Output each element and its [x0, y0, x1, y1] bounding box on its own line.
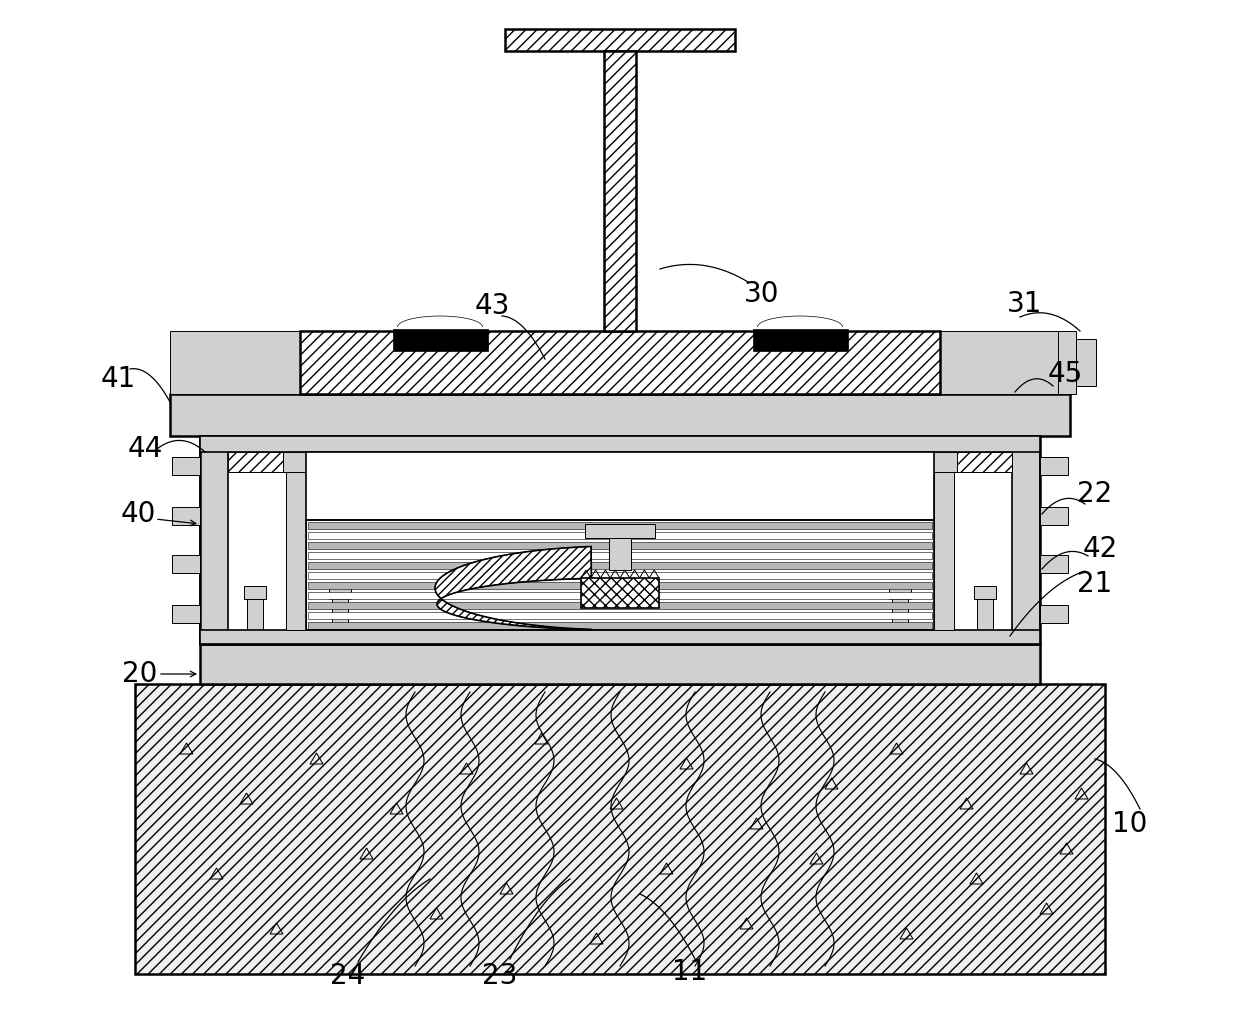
Bar	[308, 622, 932, 629]
Bar	[977, 599, 993, 644]
Bar	[283, 452, 309, 472]
Bar	[300, 331, 940, 394]
Bar	[1076, 339, 1096, 386]
Bar	[200, 436, 1040, 452]
Bar	[934, 452, 954, 630]
Bar	[244, 586, 267, 599]
Bar	[892, 599, 908, 644]
Bar	[973, 341, 997, 354]
Bar	[393, 329, 489, 351]
Bar	[1040, 507, 1068, 525]
Bar	[889, 586, 911, 599]
Text: 44: 44	[128, 435, 162, 463]
Text: 42: 42	[1083, 535, 1117, 563]
Bar	[228, 452, 286, 472]
Text: 40: 40	[120, 500, 156, 528]
Text: 45: 45	[1048, 360, 1083, 388]
Bar	[172, 605, 200, 623]
Bar	[976, 354, 994, 394]
Text: 20: 20	[123, 660, 157, 688]
Bar	[243, 341, 267, 354]
Bar	[1058, 331, 1076, 394]
Bar	[329, 586, 351, 599]
Bar	[954, 452, 1012, 472]
Bar	[170, 331, 300, 394]
Bar	[308, 602, 932, 609]
Bar	[604, 51, 636, 331]
Bar	[308, 521, 932, 528]
Text: 22: 22	[1078, 480, 1112, 508]
Bar	[753, 329, 848, 351]
Bar	[308, 571, 932, 579]
Bar	[247, 599, 263, 644]
Bar	[888, 341, 911, 354]
Bar	[892, 354, 909, 394]
Bar	[200, 436, 228, 644]
Text: 24: 24	[330, 962, 366, 990]
Bar	[306, 452, 934, 519]
Bar	[332, 599, 348, 644]
Text: 41: 41	[100, 365, 135, 393]
Polygon shape	[435, 547, 591, 630]
Bar	[308, 552, 932, 559]
Bar	[931, 452, 957, 472]
Bar	[308, 582, 932, 589]
Bar	[1040, 605, 1068, 623]
Bar	[308, 542, 932, 549]
Bar	[286, 452, 306, 630]
Text: 43: 43	[475, 292, 510, 319]
Bar	[246, 354, 264, 394]
Bar	[582, 578, 658, 608]
Bar	[329, 341, 352, 354]
Bar	[1012, 436, 1040, 644]
Bar	[172, 457, 200, 475]
Bar	[331, 354, 348, 394]
Text: 31: 31	[1007, 290, 1043, 318]
Bar	[1040, 457, 1068, 475]
Bar	[200, 630, 1040, 644]
Bar	[170, 394, 1070, 436]
Text: 10: 10	[1112, 810, 1148, 838]
Bar	[308, 592, 932, 599]
Bar	[940, 331, 1070, 394]
Text: 21: 21	[1078, 570, 1112, 598]
Bar	[172, 555, 200, 573]
Bar	[308, 531, 932, 539]
Bar	[1040, 555, 1068, 573]
Text: 30: 30	[744, 280, 780, 308]
Bar	[505, 29, 735, 51]
Bar	[973, 586, 996, 599]
Text: 23: 23	[482, 962, 517, 990]
Bar	[135, 684, 1105, 974]
Text: 11: 11	[672, 958, 708, 986]
Bar	[200, 644, 1040, 684]
Bar	[308, 612, 932, 618]
Bar	[609, 538, 631, 570]
Bar	[308, 562, 932, 568]
Bar	[172, 507, 200, 525]
Bar	[200, 436, 1040, 644]
Bar	[306, 519, 934, 630]
Bar	[585, 524, 655, 538]
